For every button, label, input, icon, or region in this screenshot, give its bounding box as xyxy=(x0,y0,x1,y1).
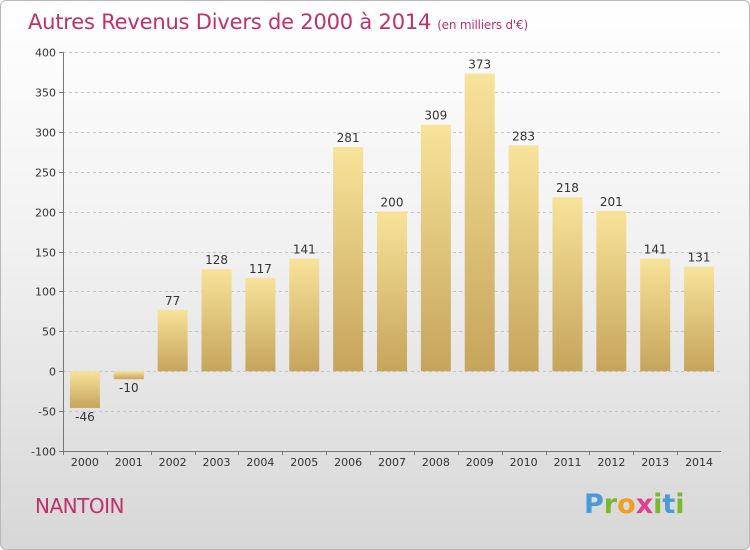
x-tick-label: 2009 xyxy=(466,456,494,469)
chart-subtitle: (en milliers d'€) xyxy=(437,18,528,32)
x-tick-label: 2002 xyxy=(159,456,187,469)
value-label-2012: 201 xyxy=(600,195,623,209)
value-label-2010: 283 xyxy=(512,129,535,143)
bar-2005 xyxy=(289,258,320,372)
bars xyxy=(69,73,715,408)
value-label-2003: 128 xyxy=(205,253,228,267)
logo-letter: t xyxy=(662,489,676,520)
bar-2013 xyxy=(640,258,671,372)
value-label-2001: -10 xyxy=(119,381,139,395)
value-label-2009: 373 xyxy=(468,58,491,72)
bar-2002 xyxy=(157,309,188,372)
bar-2011 xyxy=(552,197,583,372)
logo-letter: i xyxy=(653,489,663,520)
chart-title-text: Autres Revenus Divers de 2000 à 2014 xyxy=(28,10,432,34)
x-tick-label: 2012 xyxy=(597,456,625,469)
y-tick-label: 300 xyxy=(35,127,56,140)
value-label-2002: 77 xyxy=(165,294,180,308)
value-label-2000: -46 xyxy=(75,410,95,424)
y-tick-label: 200 xyxy=(35,207,56,220)
logo-letter: r xyxy=(603,489,618,520)
x-tick-label: 2008 xyxy=(422,456,450,469)
x-tick-label: 2007 xyxy=(378,456,406,469)
x-tick-label: 2011 xyxy=(553,456,581,469)
bar-2010 xyxy=(508,145,539,372)
x-tick-label: 2000 xyxy=(71,456,99,469)
y-tick-label: 400 xyxy=(35,47,56,60)
value-label-2013: 141 xyxy=(644,243,667,257)
x-tick-label: 2001 xyxy=(115,456,143,469)
y-tick-label: -50 xyxy=(38,406,56,419)
bar-2007 xyxy=(377,211,407,372)
chart-title: Autres Revenus Divers de 2000 à 2014 (en … xyxy=(28,10,528,34)
bar-2001 xyxy=(113,371,144,380)
bar-2006 xyxy=(333,146,364,372)
y-tick-label: -100 xyxy=(31,446,56,459)
x-tick-label: 2013 xyxy=(641,456,669,469)
value-label-2006: 281 xyxy=(337,131,360,145)
logo-letter: i xyxy=(675,489,685,520)
y-tick-label: 350 xyxy=(35,87,56,100)
proxiti-logo: Proxiti xyxy=(584,489,685,520)
value-label-2005: 141 xyxy=(293,243,316,257)
bar-2008 xyxy=(420,124,451,372)
logo-letter: o xyxy=(617,489,636,520)
value-label-2007: 200 xyxy=(381,196,404,210)
y-tick-label: 100 xyxy=(35,286,56,299)
value-label-2014: 131 xyxy=(688,251,711,265)
y-tick-label: 250 xyxy=(35,167,56,180)
bar-2004 xyxy=(245,277,276,372)
x-tick-label: 2014 xyxy=(685,456,713,469)
value-label-2004: 117 xyxy=(249,262,272,276)
x-tick-label: 2004 xyxy=(246,456,274,469)
logo-letter: P xyxy=(584,489,604,520)
y-tick-label: 150 xyxy=(35,247,56,260)
x-tick-label: 2010 xyxy=(510,456,538,469)
axes xyxy=(59,52,721,455)
bar-2003 xyxy=(201,269,232,372)
x-tick-label: 2005 xyxy=(290,456,318,469)
bar-2009 xyxy=(464,73,495,372)
y-tick-label: 50 xyxy=(42,326,56,339)
logo-letter: x xyxy=(635,489,654,520)
y-tick-label: 0 xyxy=(49,366,56,379)
labels: -100 -50 0 50 100 150 200 250 300 350 400 -46 2000 -1… xyxy=(31,47,713,470)
location-label: NANTOIN xyxy=(35,494,124,518)
bar-2012 xyxy=(596,210,627,372)
bar-2000 xyxy=(69,371,100,408)
x-tick-label: 2006 xyxy=(334,456,362,469)
value-label-2011: 218 xyxy=(556,181,579,195)
bar-2014 xyxy=(684,266,715,372)
x-tick-label: 2003 xyxy=(203,456,231,469)
value-label-2008: 309 xyxy=(424,109,447,123)
